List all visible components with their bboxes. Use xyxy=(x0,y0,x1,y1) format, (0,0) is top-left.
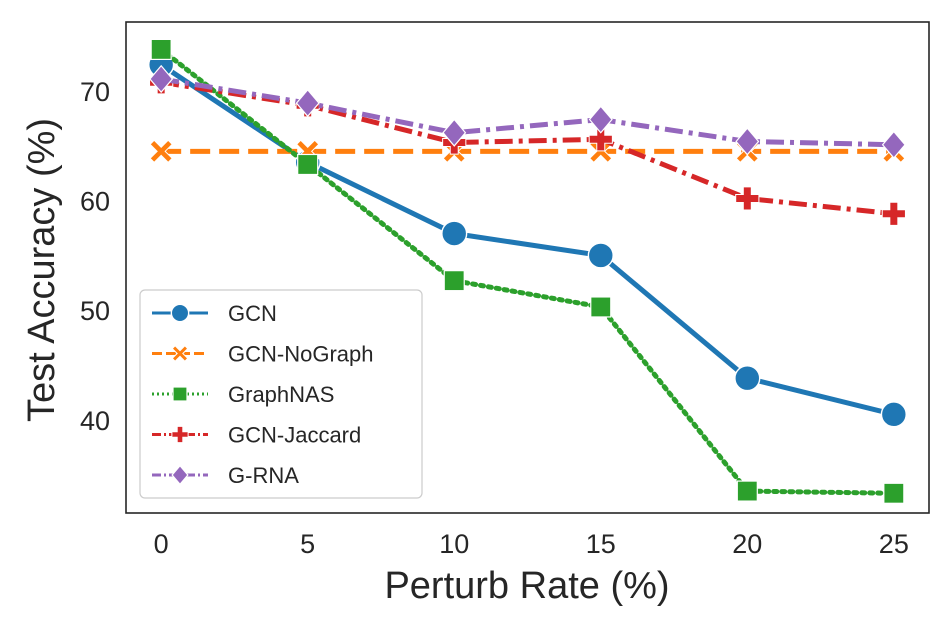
data-point xyxy=(880,401,907,428)
legend-item-gcn: GCN xyxy=(152,301,277,326)
series-graphnas xyxy=(150,38,905,504)
data-point xyxy=(735,127,760,156)
legend-item-graphnas: GraphNAS xyxy=(152,382,334,407)
x-axis-label: Perturb Rate (%) xyxy=(384,565,669,607)
series-line xyxy=(160,76,894,148)
data-point xyxy=(735,186,760,211)
series-line xyxy=(158,46,897,496)
data-point xyxy=(736,480,758,502)
y-axis-ticks: 40 50 60 70 xyxy=(80,77,110,436)
legend-label: GCN-Jaccard xyxy=(228,423,361,448)
x-tick-label: 10 xyxy=(439,529,469,559)
legend-marker xyxy=(171,464,189,486)
x-axis-ticks: 0 5 10 15 20 25 xyxy=(154,529,909,559)
data-point xyxy=(297,153,319,176)
legend-marker xyxy=(170,303,190,323)
data-point xyxy=(441,220,468,247)
legend: GCN GCN-NoGraph GraphNAS GCN-Jaccard G-RNA xyxy=(139,289,423,499)
data-point xyxy=(149,64,174,94)
legend-label: GCN-NoGraph xyxy=(228,342,373,367)
y-tick-label: 70 xyxy=(80,77,110,107)
data-point xyxy=(587,242,614,269)
data-point xyxy=(881,130,906,159)
legend-marker xyxy=(171,345,189,362)
data-point xyxy=(734,365,761,392)
legend-label: GCN xyxy=(228,301,277,326)
x-tick-label: 5 xyxy=(300,529,315,559)
legend-label: G-RNA xyxy=(228,463,299,488)
legend-item-gcn-jaccard: GCN-Jaccard xyxy=(152,423,361,448)
legend-label: GraphNAS xyxy=(228,382,334,407)
legend-item-gcn-nograph: GCN-NoGraph xyxy=(152,342,373,367)
series-layer xyxy=(148,38,907,504)
legend-marker xyxy=(171,425,189,444)
x-tick-label: 0 xyxy=(154,529,169,559)
x-tick-label: 20 xyxy=(732,529,762,559)
legend-frame xyxy=(139,289,423,499)
x-tick-label: 25 xyxy=(879,529,909,559)
data-point xyxy=(588,105,613,134)
series-line xyxy=(160,79,895,217)
data-point xyxy=(295,88,320,118)
data-point xyxy=(883,482,905,504)
y-tick-label: 50 xyxy=(80,296,110,326)
data-point xyxy=(588,127,613,152)
data-point xyxy=(149,139,173,164)
y-axis-label: Test Accuracy (%) xyxy=(21,118,63,422)
series-g-rna xyxy=(149,64,906,159)
legend-item-g-rna: G-RNA xyxy=(152,463,299,488)
y-tick-label: 60 xyxy=(80,187,110,217)
data-point xyxy=(881,201,906,226)
legend-marker xyxy=(172,386,188,402)
data-point xyxy=(150,38,172,60)
data-point xyxy=(590,296,612,318)
x-tick-label: 15 xyxy=(586,529,616,559)
data-point xyxy=(443,270,465,292)
y-tick-label: 40 xyxy=(80,406,110,436)
data-point xyxy=(442,118,467,147)
